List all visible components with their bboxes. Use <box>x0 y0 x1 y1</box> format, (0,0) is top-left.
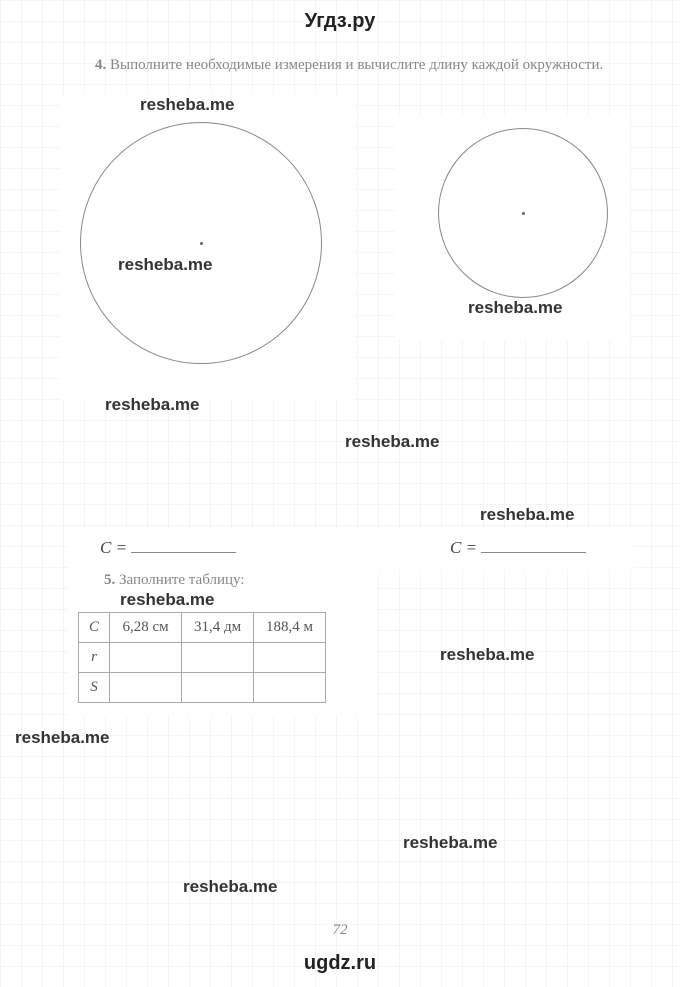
cell: 31,4 дм <box>182 613 254 643</box>
cell <box>110 673 182 703</box>
cell <box>254 643 326 673</box>
table-row: S <box>79 673 326 703</box>
cell: 6,28 см <box>110 613 182 643</box>
cell <box>110 643 182 673</box>
task5-body: Заполните таблицу: <box>119 572 244 588</box>
watermark-text: resheba.me <box>118 255 213 275</box>
cell <box>182 673 254 703</box>
c-equals-1: C = <box>100 538 236 558</box>
task5-table: C 6,28 см 31,4 дм 188,4 м r S <box>78 612 326 703</box>
blank-line-2 <box>481 552 586 553</box>
watermark-text: resheba.me <box>345 432 440 452</box>
cell <box>254 673 326 703</box>
table-row: C 6,28 см 31,4 дм 188,4 м <box>79 613 326 643</box>
task5-number: 5. <box>104 572 115 588</box>
row-header-r: r <box>79 643 110 673</box>
row-header-C: C <box>79 613 110 643</box>
blank-line-1 <box>131 552 236 553</box>
circle-large-center <box>200 242 203 245</box>
task4-body: Выполните необходимые измерения и вычисл… <box>110 57 603 73</box>
watermark-text: resheba.me <box>480 505 575 525</box>
task5-text: 5. Заполните таблицу: <box>104 572 244 589</box>
cell <box>182 643 254 673</box>
watermark-text: resheba.me <box>140 95 235 115</box>
content-layer: Угдз.ру 4. Выполните необходимые измерен… <box>0 0 680 987</box>
task4-text: 4. Выполните необходимые измерения и выч… <box>95 55 625 75</box>
circle-small-center <box>522 212 525 215</box>
c-label-1: C = <box>100 538 127 557</box>
page-number: 72 <box>0 922 680 939</box>
row-header-S: S <box>79 673 110 703</box>
watermark-text: resheba.me <box>15 728 110 748</box>
c-equals-2: C = <box>450 538 586 558</box>
watermark-text: resheba.me <box>468 298 563 318</box>
c-label-2: C = <box>450 538 477 557</box>
task4-number: 4. <box>95 57 106 73</box>
site-footer: ugdz.ru <box>0 952 680 975</box>
cell: 188,4 м <box>254 613 326 643</box>
page: Угдз.ру 4. Выполните необходимые измерен… <box>0 0 680 987</box>
watermark-text: resheba.me <box>440 645 535 665</box>
watermark-text: resheba.me <box>183 877 278 897</box>
watermark-text: resheba.me <box>105 395 200 415</box>
table-row: r <box>79 643 326 673</box>
watermark-text: resheba.me <box>403 833 498 853</box>
site-header: Угдз.ру <box>0 10 680 33</box>
watermark-text: resheba.me <box>120 590 215 610</box>
